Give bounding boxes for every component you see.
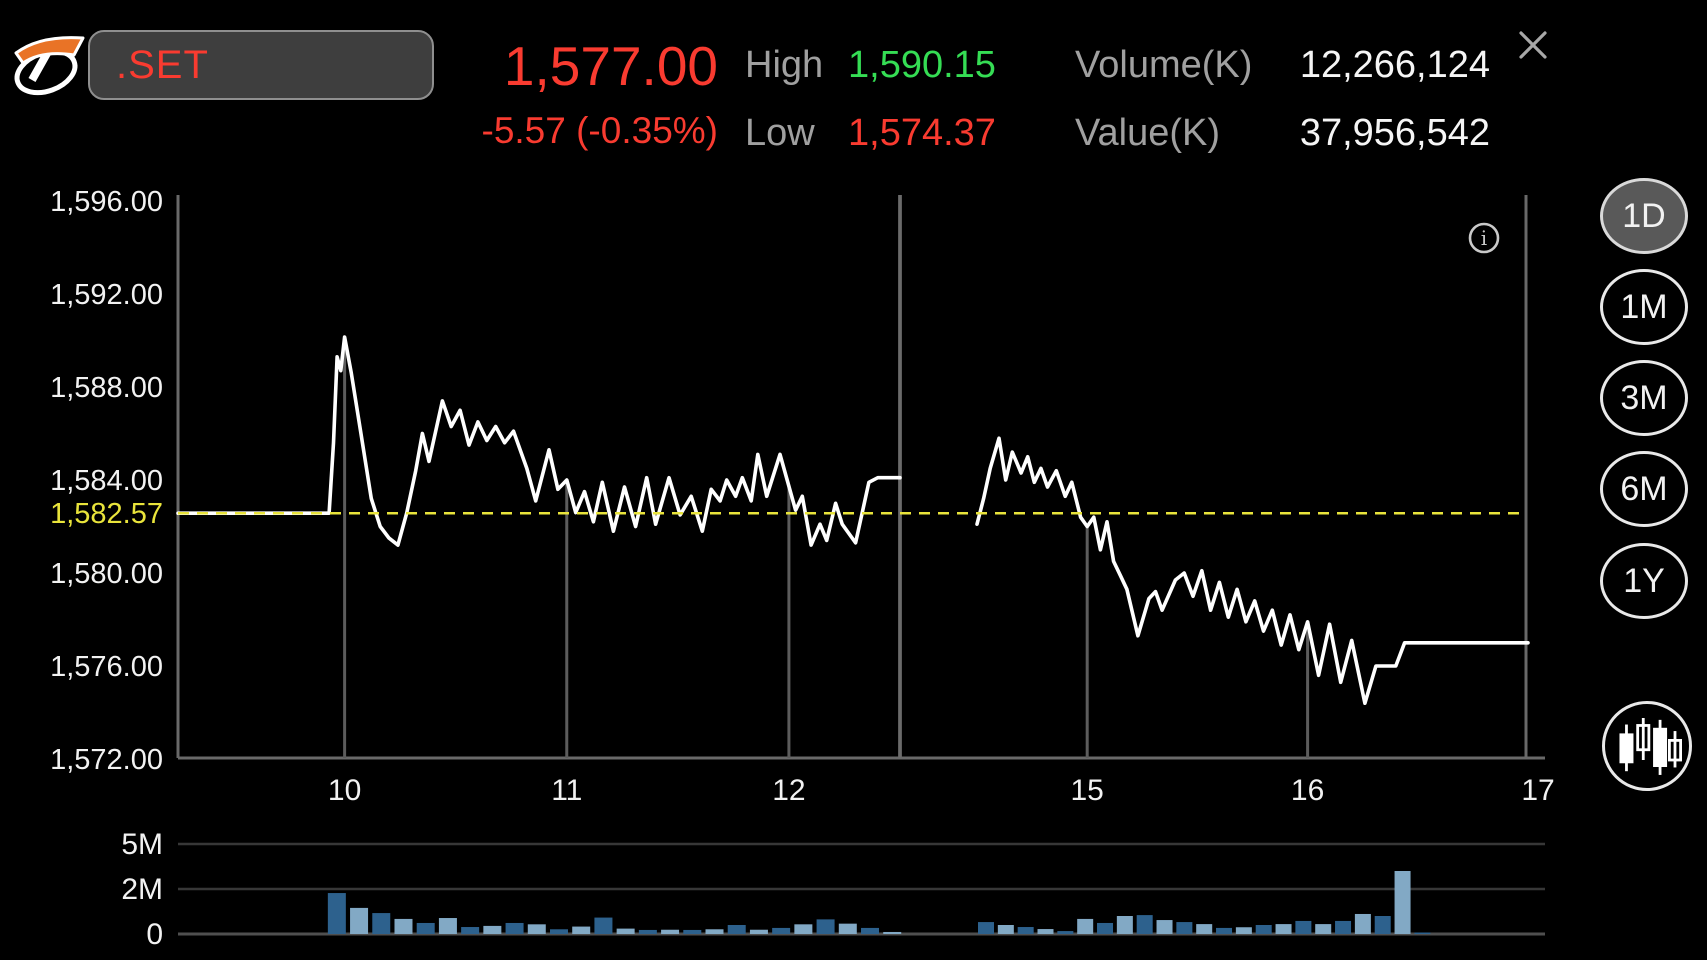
y-tick-label: 1,576.00 <box>50 651 163 683</box>
range-button-column: 1D 1M 3M 6M 1Y <box>1600 0 1696 960</box>
volume-bar <box>572 926 591 934</box>
volume-axis-labels: 5M 2M 0 <box>121 828 163 951</box>
low-value: 1,574.37 <box>848 112 996 154</box>
volume-bar <box>705 929 724 934</box>
volume-tick-label: 0 <box>146 918 163 951</box>
last-price: 1,577.00 <box>503 35 718 97</box>
chart-axes <box>176 195 1545 760</box>
volume-bar <box>749 929 768 934</box>
volume-bar <box>1295 920 1312 934</box>
high-label: High <box>745 44 824 86</box>
price-line-morning <box>176 335 902 547</box>
range-button-1y[interactable]: 1Y <box>1600 543 1688 619</box>
volume-bar <box>1255 925 1272 934</box>
info-icon[interactable]: i <box>1466 220 1502 256</box>
volume-bar <box>1017 927 1034 934</box>
volume-bar <box>861 927 880 934</box>
volume-bar <box>1156 920 1173 934</box>
volume-bar <box>661 929 680 934</box>
volume-tick-label: 2M <box>121 873 163 906</box>
range-button-1m[interactable]: 1M <box>1600 269 1688 345</box>
price-change: -5.57 (-0.35%) <box>481 110 719 151</box>
volume-bar <box>816 919 835 934</box>
volume-bar <box>1235 927 1252 934</box>
volume-bar <box>1116 916 1133 934</box>
volume-bar <box>505 922 524 934</box>
price-line-afternoon <box>975 436 1530 706</box>
y-tick-label: 1,580.00 <box>50 558 163 590</box>
value-label: Value(K) <box>1075 112 1221 154</box>
volume-bar <box>350 907 369 934</box>
volume-value: 12,266,124 <box>1299 44 1490 86</box>
volume-bar <box>438 918 457 934</box>
volume-bar <box>1354 913 1371 934</box>
y-tick-label: 1,572.00 <box>50 744 163 776</box>
high-value: 1,590.15 <box>848 44 996 86</box>
volume-bar <box>416 922 435 934</box>
volume-bar <box>1097 922 1114 934</box>
y-tick-label: 1,596.00 <box>50 186 163 218</box>
volume-bar <box>1176 922 1193 934</box>
volume-bar <box>1335 920 1352 934</box>
range-button-6m[interactable]: 6M <box>1600 451 1688 527</box>
y-axis-labels: 1,596.00 1,592.00 1,588.00 1,584.00 1,580.00… <box>50 186 163 776</box>
volume-bar <box>527 924 546 934</box>
symbol-search-input[interactable]: .SET <box>88 30 434 100</box>
x-axis-labels: 10 11 12 15 16 17 <box>328 774 1555 807</box>
y-tick-label: 1,592.00 <box>50 279 163 311</box>
symbol-text: .SET <box>116 42 209 87</box>
y-tick-label: 1,584.00 <box>50 465 163 497</box>
volume-bars <box>327 871 1431 934</box>
volume-bar <box>1315 924 1332 934</box>
x-tick-label: 16 <box>1291 774 1324 807</box>
volume-bar <box>616 928 635 934</box>
volume-bar <box>997 925 1014 934</box>
volume-bar <box>549 929 568 934</box>
volume-bar <box>683 929 702 934</box>
volume-bar <box>1374 916 1391 934</box>
volume-bar <box>394 918 413 934</box>
volume-bar <box>594 917 613 934</box>
volume-bar <box>1057 931 1074 934</box>
prev-close-label: 1,582.57 <box>50 498 163 530</box>
close-icon[interactable] <box>1512 24 1554 66</box>
volume-bar <box>838 923 857 934</box>
volume-bar <box>1077 918 1094 934</box>
volume-bar <box>978 922 994 934</box>
volume-bar <box>1037 929 1054 934</box>
volume-bar <box>327 893 346 934</box>
y-tick-label: 1,588.00 <box>50 372 163 404</box>
volume-bar <box>1136 915 1153 934</box>
svg-text:i: i <box>1481 226 1487 250</box>
volume-bar <box>483 925 502 934</box>
volume-bar <box>638 929 657 934</box>
x-tick-label: 17 <box>1521 774 1554 807</box>
volume-bar <box>1275 924 1292 934</box>
x-tick-label: 15 <box>1071 774 1104 807</box>
volume-tick-label: 5M <box>121 828 163 861</box>
volume-bar <box>772 927 791 934</box>
x-tick-label: 12 <box>772 774 805 807</box>
volume-bar <box>372 913 391 934</box>
volume-bar <box>1196 924 1213 934</box>
broker-logo <box>8 26 90 100</box>
volume-bar <box>883 931 902 934</box>
volume-bar <box>727 925 746 934</box>
candlestick-chart-icon[interactable] <box>1602 701 1692 791</box>
x-tick-label: 11 <box>551 774 582 807</box>
volume-bar <box>1216 927 1233 934</box>
value-value: 37,956,542 <box>1299 112 1490 154</box>
volume-bar <box>1394 871 1411 934</box>
range-button-1d[interactable]: 1D <box>1600 178 1688 254</box>
range-button-3m[interactable]: 3M <box>1600 360 1688 436</box>
low-label: Low <box>745 112 815 154</box>
x-tick-label: 10 <box>328 774 361 807</box>
volume-bar <box>1414 932 1431 934</box>
volume-label: Volume(K) <box>1075 44 1253 86</box>
volume-bar <box>461 927 480 934</box>
volume-bar <box>794 924 813 934</box>
